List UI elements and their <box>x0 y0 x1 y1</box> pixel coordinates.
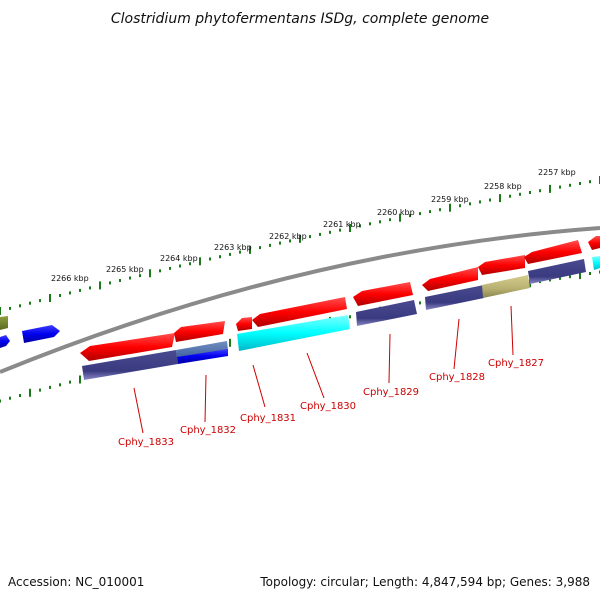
page-title: Clostridium phytofermentans ISDg, comple… <box>111 11 489 27</box>
red-cds-forward[interactable] <box>478 255 525 275</box>
gene-label-cphy-1827[interactable]: Cphy_1827 <box>488 358 544 369</box>
steel-feature[interactable] <box>176 341 228 358</box>
red-cds-forward[interactable] <box>422 267 478 291</box>
navy-cds-reverse[interactable] <box>82 350 178 380</box>
scale-label: 2260 kbp <box>377 208 415 217</box>
scale-label: 2264 kbp <box>160 254 198 263</box>
red-cds-forward[interactable] <box>174 321 225 342</box>
accession-label: Accession: NC_010001 <box>8 575 144 589</box>
gene-label-leaders <box>133 305 514 434</box>
scale-label: 2263 kbp <box>214 243 252 252</box>
gene-label-cphy-1831[interactable]: Cphy_1831 <box>240 413 296 424</box>
navy-cds-reverse[interactable] <box>528 259 586 284</box>
gene-label-cphy-1830[interactable]: Cphy_1830 <box>300 401 356 412</box>
gene-label-cphy-1828[interactable]: Cphy_1828 <box>429 372 485 383</box>
scale-label: 2261 kbp <box>323 220 361 229</box>
red-cds-forward[interactable] <box>524 240 582 264</box>
olive-feature[interactable] <box>0 316 8 330</box>
cyan-feature[interactable] <box>592 256 600 270</box>
cyan-feature[interactable] <box>237 315 350 351</box>
red-cds-forward[interactable] <box>252 297 347 327</box>
gene-label-cphy-1833[interactable]: Cphy_1833 <box>118 437 174 448</box>
scale-label: 2265 kbp <box>106 265 144 274</box>
navy-cds-reverse[interactable] <box>425 285 484 310</box>
blue-feature[interactable] <box>177 349 228 364</box>
scale-label: 2266 kbp <box>51 274 89 283</box>
scale-label: 2259 kbp <box>431 195 469 204</box>
outer-dotted-track <box>0 176 600 315</box>
scale-label: 2258 kbp <box>484 182 522 191</box>
red-cds-forward[interactable] <box>588 236 600 250</box>
navy-cds-reverse[interactable] <box>356 300 417 326</box>
feature-track <box>0 236 600 380</box>
olive-feature[interactable] <box>482 275 530 298</box>
scale-labels: 2266 kbp 2265 kbp 2264 kbp 2263 kbp 2262… <box>51 168 576 283</box>
genome-backbone <box>0 226 600 374</box>
red-cds-forward[interactable] <box>80 333 175 361</box>
gene-label-cphy-1829[interactable]: Cphy_1829 <box>363 387 419 398</box>
gene-label-cphy-1832[interactable]: Cphy_1832 <box>180 425 236 436</box>
gene-labels: Cphy_1833 Cphy_1832 Cphy_1831 Cphy_1830 … <box>118 358 544 448</box>
blue-feature[interactable] <box>0 335 10 348</box>
red-cds-forward[interactable] <box>236 317 252 331</box>
genome-summary: Topology: circular; Length: 4,847,594 bp… <box>259 575 590 589</box>
blue-feature[interactable] <box>22 325 60 343</box>
scale-label: 2257 kbp <box>538 168 576 177</box>
red-cds-forward[interactable] <box>353 282 413 306</box>
scale-label: 2262 kbp <box>269 232 307 241</box>
